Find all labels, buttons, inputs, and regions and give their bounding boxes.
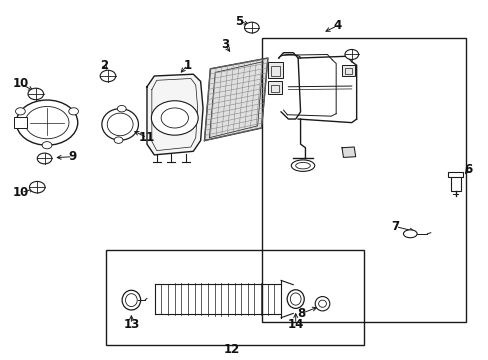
Circle shape	[16, 108, 25, 115]
Ellipse shape	[286, 290, 304, 309]
Circle shape	[114, 137, 122, 143]
Bar	[105, 250, 363, 345]
Polygon shape	[147, 74, 203, 155]
Circle shape	[37, 153, 52, 164]
Text: 5: 5	[235, 15, 243, 28]
Polygon shape	[341, 147, 355, 157]
Text: 12: 12	[224, 343, 240, 356]
Bar	[270, 66, 279, 76]
Text: 3: 3	[221, 38, 228, 51]
Bar	[261, 39, 466, 321]
Bar	[270, 85, 278, 93]
Text: 2: 2	[101, 59, 108, 72]
Circle shape	[28, 88, 43, 100]
Polygon shape	[204, 58, 267, 140]
Bar	[450, 176, 460, 191]
Ellipse shape	[291, 160, 314, 171]
Ellipse shape	[315, 297, 329, 311]
Text: 14: 14	[287, 318, 303, 331]
Ellipse shape	[403, 230, 416, 238]
Text: 8: 8	[297, 307, 305, 320]
Bar	[14, 117, 26, 128]
Text: 4: 4	[332, 19, 341, 32]
Bar	[341, 65, 354, 76]
Text: 10: 10	[13, 186, 29, 199]
Text: 10: 10	[13, 77, 29, 90]
Bar	[344, 68, 351, 74]
Text: 9: 9	[69, 150, 77, 163]
Circle shape	[151, 101, 198, 135]
Circle shape	[69, 108, 79, 115]
Circle shape	[42, 141, 52, 149]
Bar	[267, 81, 281, 94]
Circle shape	[244, 22, 259, 33]
Circle shape	[29, 181, 45, 193]
Ellipse shape	[102, 109, 138, 140]
Bar	[447, 172, 462, 177]
Text: 1: 1	[183, 59, 191, 72]
Circle shape	[100, 70, 116, 82]
Bar	[267, 62, 282, 78]
Text: 7: 7	[391, 220, 399, 233]
Text: 13: 13	[123, 318, 139, 331]
Circle shape	[16, 100, 78, 145]
Text: 11: 11	[139, 131, 155, 144]
Ellipse shape	[122, 290, 141, 310]
Circle shape	[344, 49, 358, 59]
Text: 6: 6	[464, 163, 472, 176]
Circle shape	[117, 105, 126, 112]
